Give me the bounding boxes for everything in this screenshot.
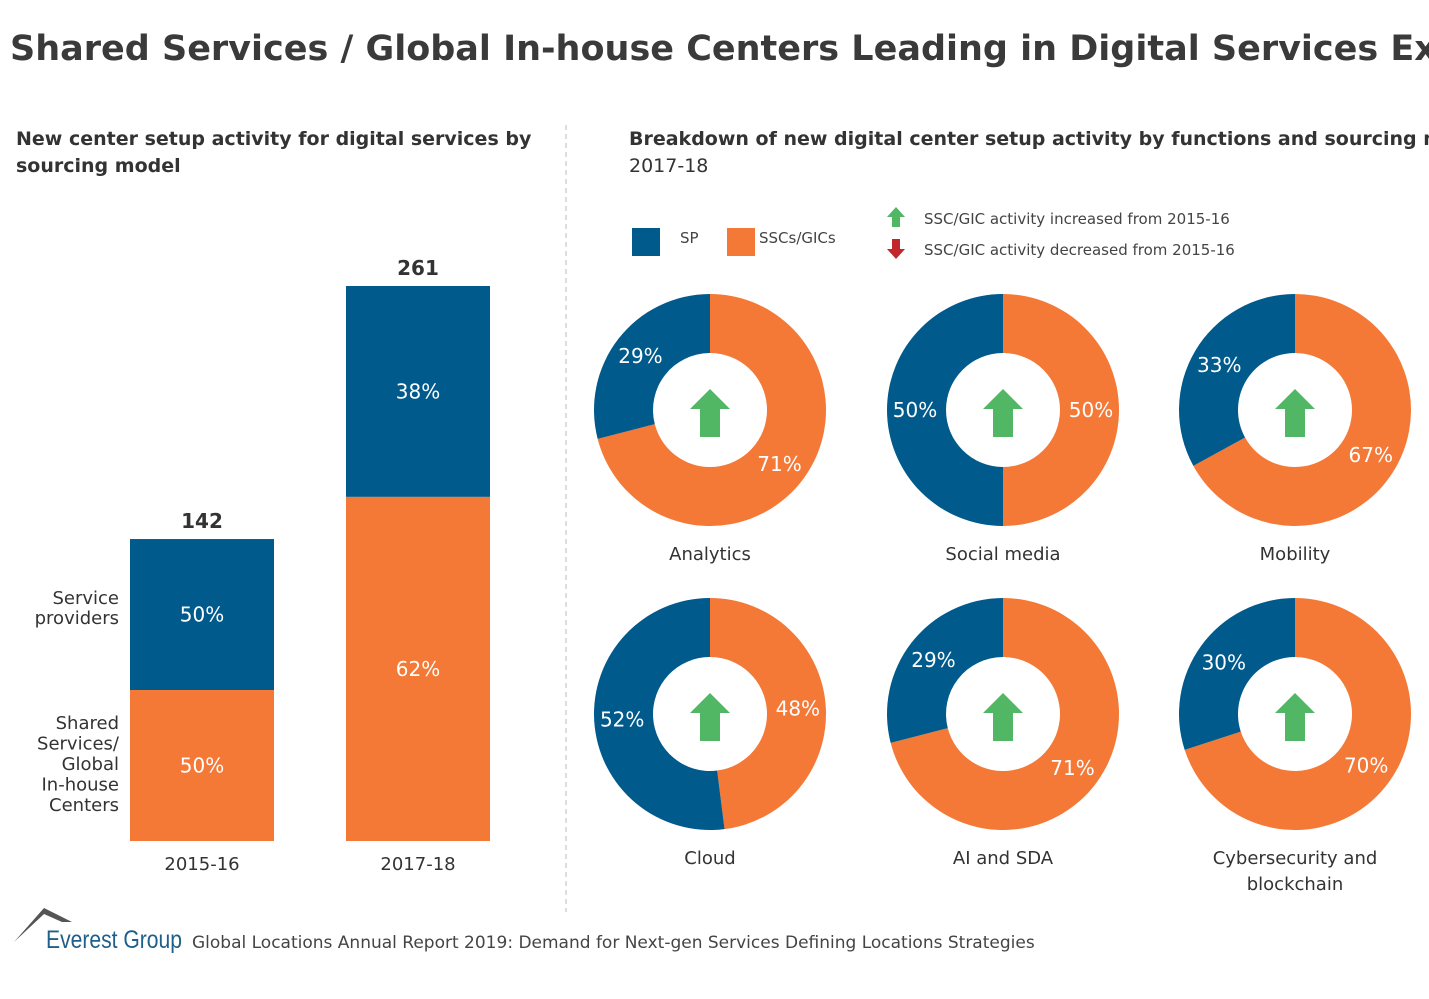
donut-analytics: 71% 29% Analytics	[594, 294, 827, 565]
donut-label-sp: 50%	[893, 398, 937, 422]
donut-slice-ssc	[1193, 294, 1411, 526]
donut-label-ssc: 48%	[776, 696, 820, 720]
donut-title: AI and SDA	[953, 848, 1054, 869]
donut-slice-sp	[887, 598, 1003, 743]
donut-label-ssc: 71%	[757, 452, 801, 476]
donut-slice-sp	[886, 294, 1003, 526]
arrow-up-icon	[887, 207, 905, 227]
donut-ai-and-sda: 71% 29% AI and SDA	[887, 598, 1119, 869]
donut-charts: 71% 29% Analytics 50% 50% Social media 67% 33% M…	[594, 294, 1412, 895]
donut-mobility: 67% 33% Mobility	[1178, 294, 1411, 565]
row-label-ssc: Shared	[56, 713, 119, 734]
bar-sp-2015-16	[130, 539, 274, 691]
bar-ssc-2017-18	[346, 496, 490, 841]
bar-total: 261	[397, 256, 439, 280]
donut-title: Mobility	[1260, 544, 1331, 565]
legend-ssc-label: SSCs/GICs	[759, 229, 836, 247]
donut-title: Cloud	[684, 848, 735, 869]
everest-logo-mountain	[14, 908, 72, 942]
donut-slice-ssc	[1003, 294, 1119, 526]
x-tick-label: 2017-18	[380, 854, 455, 875]
page-title: Shared Services / Global In-house Center…	[10, 29, 1429, 69]
arrow-up-icon	[983, 389, 1023, 437]
donut-slice-sp	[594, 598, 725, 830]
legend-up-label: SSC/GIC activity increased from 2015-16	[924, 210, 1230, 228]
donut-label-sp: 29%	[911, 648, 955, 672]
donut-title: blockchain	[1247, 874, 1344, 895]
arrow-down-icon	[887, 239, 905, 259]
bar-ssc-2015-16	[130, 690, 274, 841]
donut-label-ssc: 70%	[1344, 754, 1388, 778]
row-label-ssc: Global	[62, 754, 119, 775]
bar-label-sp: 38%	[396, 379, 440, 403]
donut-slice-ssc	[710, 598, 827, 830]
bar-chart: 50% 50% 142 2015-16 38% 62% 261 2017-18 Servicep…	[35, 256, 490, 875]
donut-title: Analytics	[669, 544, 751, 565]
left-subtitle-2: sourcing model	[16, 155, 181, 177]
donut-label-ssc: 67%	[1349, 443, 1393, 467]
donut-label-ssc: 71%	[1050, 756, 1094, 780]
bar-total: 142	[181, 509, 223, 533]
row-label-ssc: In-house	[42, 775, 120, 796]
x-tick-label: 2015-16	[164, 854, 239, 875]
donut-title: Social media	[945, 544, 1060, 565]
donut-label-sp: 33%	[1197, 353, 1241, 377]
arrow-up-icon	[983, 693, 1023, 741]
legend-ssc-swatch	[727, 228, 755, 256]
donut-label-ssc: 50%	[1069, 398, 1113, 422]
arrow-up-icon	[690, 693, 730, 741]
donut-title: Cybersecurity and	[1213, 848, 1378, 869]
donut-social-media: 50% 50% Social media	[886, 294, 1119, 565]
row-label-sp: providers	[35, 608, 119, 629]
donut-slice-ssc	[597, 294, 827, 527]
donut-label-sp: 29%	[618, 344, 662, 368]
donut-slice-ssc	[890, 598, 1119, 830]
bar-label-ssc: 62%	[396, 657, 440, 681]
row-label-ssc: Services/	[37, 734, 120, 755]
everest-group-logo: Everest Group	[46, 926, 182, 954]
arrow-up-icon	[1275, 693, 1315, 741]
donut-slice-ssc	[1184, 598, 1412, 830]
row-label-sp: Service	[52, 588, 119, 609]
donut-cybersecurity-and-blockchain: 70% 30% Cybersecurity and blockchain	[1179, 598, 1412, 895]
legend-down-label: SSC/GIC activity decreased from 2015-16	[924, 241, 1235, 259]
donut-label-sp: 52%	[600, 708, 644, 732]
footer-source: Global Locations Annual Report 2019: Dem…	[192, 933, 1035, 953]
donut-label-sp: 30%	[1202, 650, 1246, 674]
right-subtitle-2: 2017-18	[629, 155, 708, 177]
donut-slice-sp	[1178, 294, 1295, 466]
left-subtitle: New center setup activity for digital se…	[16, 128, 532, 150]
bar-label-ssc: 50%	[180, 754, 224, 778]
donut-slice-sp	[1179, 598, 1295, 750]
row-label-ssc: Centers	[49, 795, 119, 816]
arrow-up-icon	[1275, 389, 1315, 437]
legend-sp-swatch	[632, 228, 660, 256]
bar-sp-2017-18	[346, 286, 490, 497]
legend-sp-label: SP	[680, 229, 699, 247]
donut-slice-sp	[594, 294, 710, 439]
arrow-up-icon	[690, 389, 730, 437]
bar-label-sp: 50%	[180, 603, 224, 627]
right-subtitle: Breakdown of new digital center setup ac…	[629, 128, 1429, 150]
donut-cloud: 48% 52% Cloud	[594, 598, 827, 869]
